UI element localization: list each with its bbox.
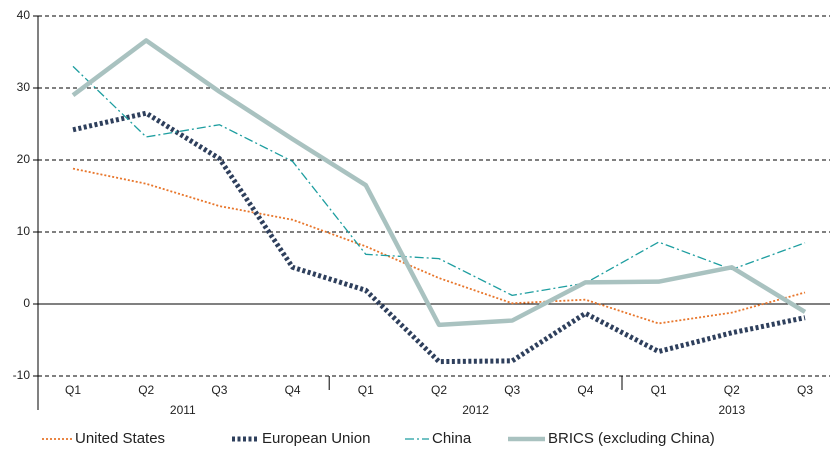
x-tick-label: Q2 xyxy=(724,383,740,397)
series-line xyxy=(72,110,806,365)
legend-label: United States xyxy=(75,430,165,447)
x-tick-label: Q4 xyxy=(285,383,301,397)
y-tick-label: -10 xyxy=(13,368,31,382)
legend-label: European Union xyxy=(262,430,370,447)
y-tick-label: 30 xyxy=(17,80,31,94)
x-tick-label: Q1 xyxy=(65,383,81,397)
y-tick-label: 20 xyxy=(17,152,31,166)
x-group-label: 2013 xyxy=(718,403,745,417)
x-tick-label: Q1 xyxy=(358,383,374,397)
x-tick-label: Q2 xyxy=(138,383,154,397)
x-tick-label: Q1 xyxy=(651,383,667,397)
x-group-label: 2011 xyxy=(170,403,196,417)
x-tick-label: Q3 xyxy=(797,383,813,397)
legend-label: BRICS (excluding China) xyxy=(548,430,715,447)
x-tick-label: Q3 xyxy=(211,383,227,397)
series-line xyxy=(72,65,806,297)
x-tick-label: Q3 xyxy=(504,383,520,397)
y-tick-label: 10 xyxy=(17,224,31,238)
y-tick-label: 0 xyxy=(23,296,30,310)
x-group-label: 2012 xyxy=(462,403,489,417)
y-tick-label: 40 xyxy=(17,8,31,22)
x-tick-label: Q2 xyxy=(431,383,447,397)
x-tick-label: Q4 xyxy=(577,383,593,397)
series-line xyxy=(71,38,807,328)
series-line xyxy=(72,167,806,325)
legend-label: China xyxy=(432,430,472,447)
